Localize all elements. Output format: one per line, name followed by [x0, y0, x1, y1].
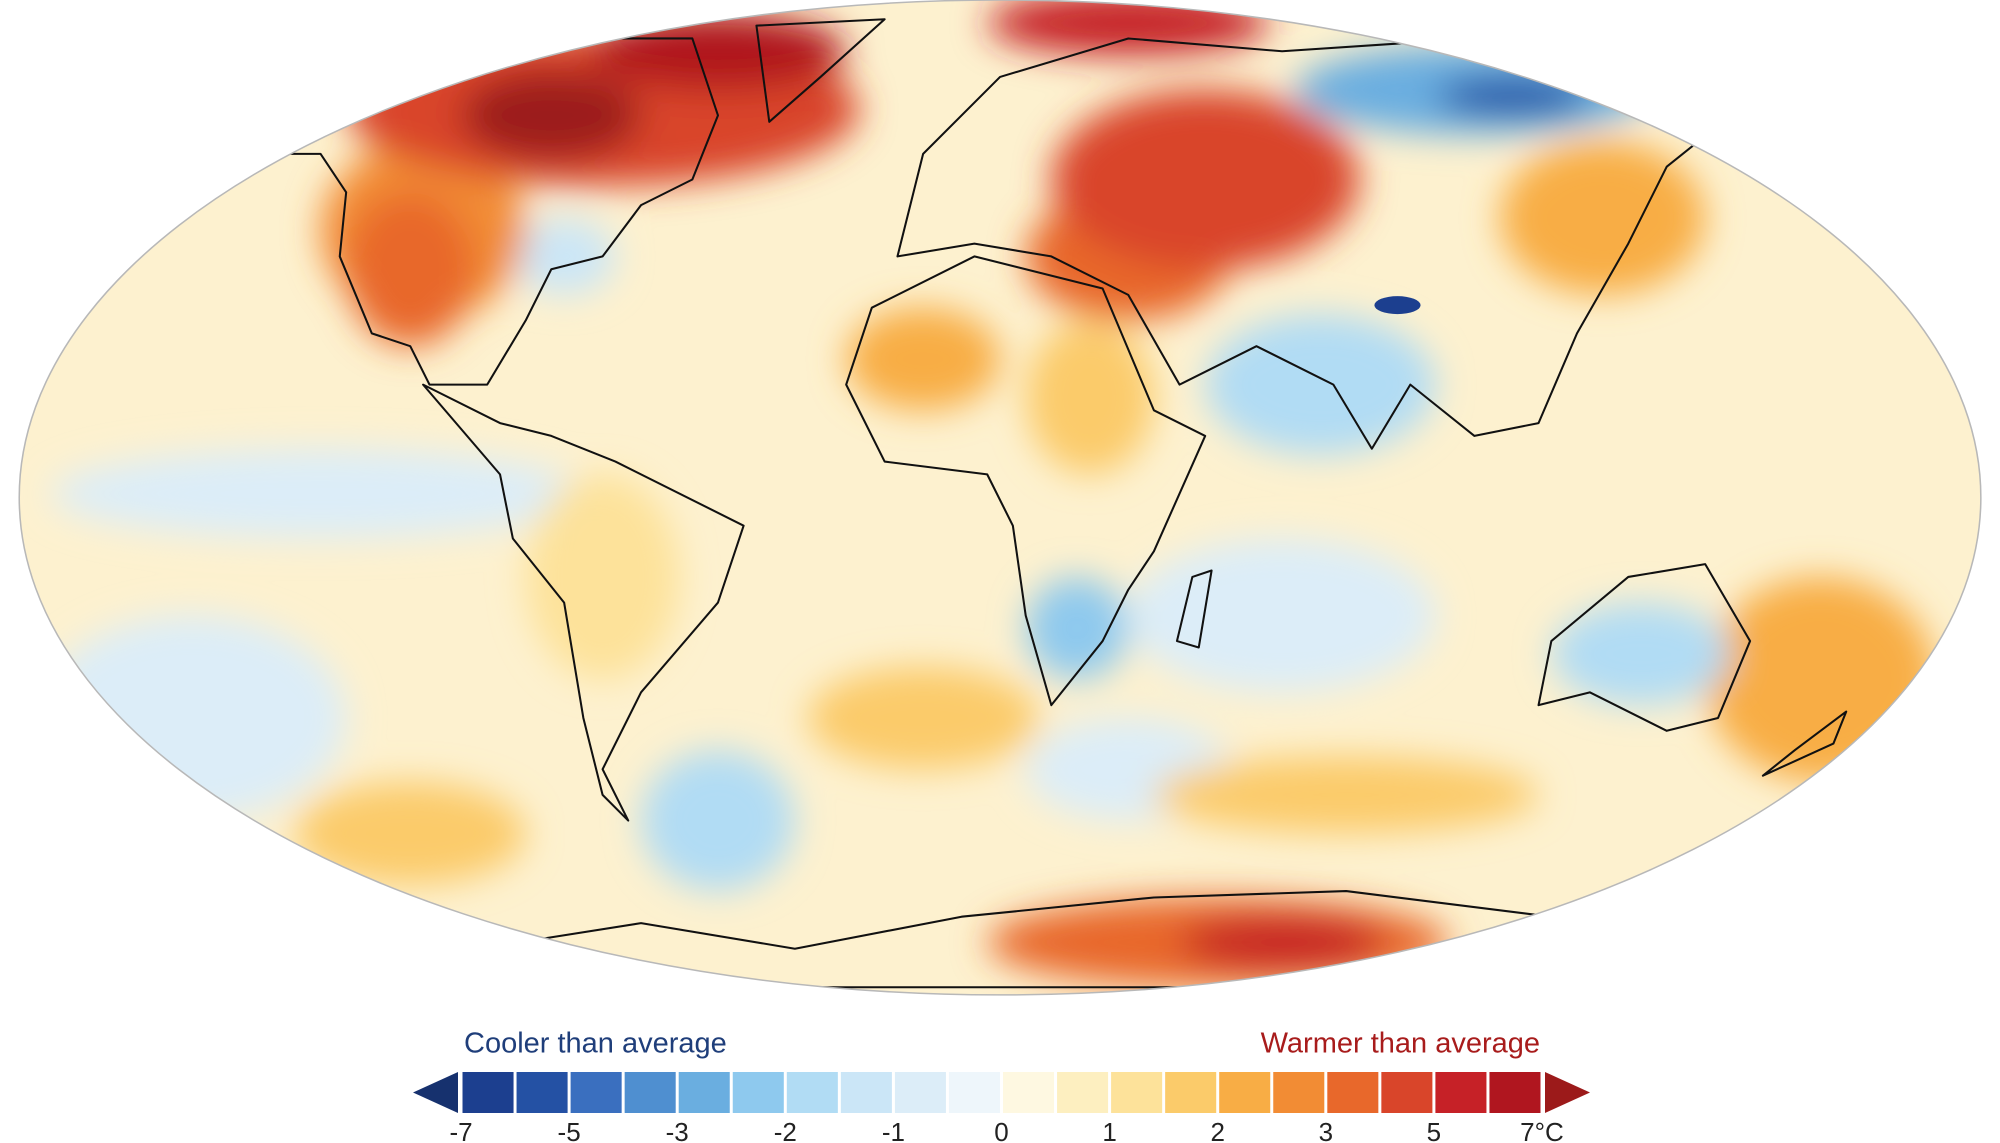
- tick-label: 0: [994, 1117, 1008, 1143]
- color-segment: [1273, 1072, 1325, 1113]
- tick-label: -7: [449, 1117, 472, 1143]
- cooler-label: Cooler than average: [464, 1028, 727, 1060]
- color-segment: [948, 1072, 1000, 1113]
- tick-label: -5: [558, 1117, 581, 1143]
- tick-label: -3: [666, 1117, 689, 1143]
- colorbar: -7 -5 -3 -2 -1 0 1 2 3 5 7°C: [413, 1072, 1590, 1143]
- anomaly-field: [19, 0, 1981, 995]
- color-segment: [1057, 1072, 1109, 1113]
- over-arrow: [1545, 1072, 1590, 1113]
- color-segment: [570, 1072, 622, 1113]
- color-segment: [462, 1072, 514, 1113]
- tick-label: 5: [1427, 1117, 1441, 1143]
- color-segment: [732, 1072, 784, 1113]
- map: [18, 0, 1982, 996]
- color-segment: [1219, 1072, 1271, 1113]
- color-segment: [786, 1072, 838, 1113]
- color-segment: [840, 1072, 892, 1113]
- tick-label: 2: [1210, 1117, 1224, 1143]
- tick-label: 3: [1319, 1117, 1333, 1143]
- color-segment: [1111, 1072, 1163, 1113]
- color-segment: [1327, 1072, 1379, 1113]
- color-segment: [1435, 1072, 1487, 1113]
- color-segment: [1003, 1072, 1055, 1113]
- color-segment: [894, 1072, 946, 1113]
- color-segment: [624, 1072, 676, 1113]
- tick-label: 1: [1102, 1117, 1116, 1143]
- color-segment: [678, 1072, 730, 1113]
- color-segment: [516, 1072, 568, 1113]
- under-arrow: [413, 1072, 458, 1113]
- tick-label: -2: [774, 1117, 797, 1143]
- tick-label: 7°C: [1520, 1117, 1564, 1143]
- warmer-label: Warmer than average: [1261, 1028, 1540, 1060]
- color-segment: [1489, 1072, 1541, 1113]
- tick-label: -1: [882, 1117, 905, 1143]
- color-segment: [1381, 1072, 1433, 1113]
- color-segment: [1165, 1072, 1217, 1113]
